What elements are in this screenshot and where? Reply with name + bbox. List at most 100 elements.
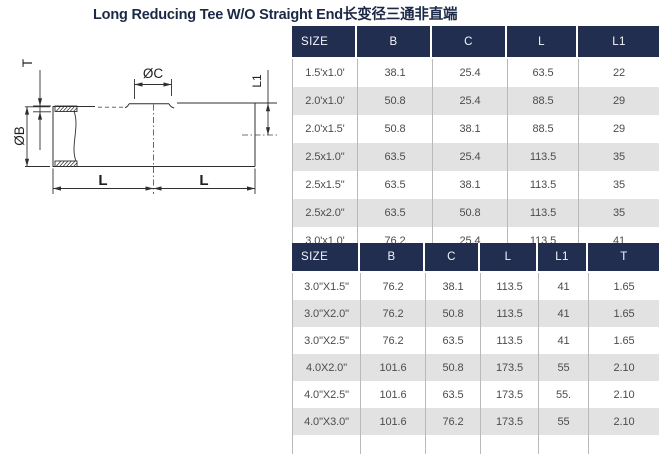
cell-c: 50.8 <box>425 354 480 381</box>
cell-size: 4.0X2.0" <box>292 354 360 381</box>
table-row: 1.5'x1.0' 38.1 25.4 63.5 22 <box>292 59 659 87</box>
table-row: 3.0"X2.5" 76.2 63.5 113.5 41 1.65 <box>292 327 659 354</box>
cell-l1: 22 <box>578 59 659 87</box>
table-row: 2.5x1.5" 63.5 38.1 113.5 35 <box>292 171 659 199</box>
cell-size <box>292 435 360 454</box>
col-header-l: L <box>507 26 578 59</box>
cell-b: 50.8 <box>357 115 432 143</box>
cell-l: 173.5 <box>480 354 538 381</box>
dim-label-l1: L1 <box>250 74 264 88</box>
cell-b: 63.5 <box>357 143 432 171</box>
table-row: 2.0'x1.0' 50.8 25.4 88.5 29 <box>292 87 659 115</box>
cell-size: 1.5'x1.0' <box>292 59 357 87</box>
cell-l <box>480 435 538 454</box>
col-header-c: C <box>425 243 480 273</box>
cell-b: 101.6 <box>360 381 425 408</box>
cell-c: 76.2 <box>425 408 480 435</box>
cell-t: 1.65 <box>588 300 659 327</box>
cell-c: 50.8 <box>425 300 480 327</box>
cell-size: 2.5x1.5" <box>292 171 357 199</box>
dim-label-l-right: L <box>199 172 208 189</box>
centerlines <box>153 104 278 194</box>
cell-l1: 29 <box>578 87 659 115</box>
cell-l1: 35 <box>578 171 659 199</box>
dimension-lines <box>25 70 269 194</box>
cell-size: 2.0'x1.5' <box>292 115 357 143</box>
cell-size: 2.5x2.0" <box>292 199 357 227</box>
cell-size: 3.0"X2.0" <box>292 300 360 327</box>
cell-b: 76.2 <box>360 273 425 300</box>
cell-b: 76.2 <box>360 300 425 327</box>
cell-l: 113.5 <box>480 273 538 300</box>
hatch-lines <box>55 105 78 167</box>
cell-l: 173.5 <box>480 408 538 435</box>
dim-label-t: T <box>20 59 35 67</box>
cell-b: 50.8 <box>357 87 432 115</box>
cell-b: 101.6 <box>360 408 425 435</box>
cell-b <box>360 435 425 454</box>
cell-l: 88.5 <box>507 115 578 143</box>
cell-c: 63.5 <box>425 327 480 354</box>
col-header-size: SIZE <box>292 26 357 59</box>
tube-outline <box>52 102 277 167</box>
cell-c: 50.8 <box>432 199 507 227</box>
dimension-arrows <box>24 82 271 191</box>
cell-c: 25.4 <box>432 59 507 87</box>
cell-size: 3.0"X1.5" <box>292 273 360 300</box>
cell-c: 25.4 <box>432 143 507 171</box>
cell-l1: 29 <box>578 115 659 143</box>
cell-l1: 35 <box>578 199 659 227</box>
cell-l: 113.5 <box>480 327 538 354</box>
table-row: 2.0'x1.5' 50.8 38.1 88.5 29 <box>292 115 659 143</box>
cell-c: 63.5 <box>425 381 480 408</box>
cell-c <box>425 435 480 454</box>
table1-header-row: SIZE B C L L1 <box>292 26 659 59</box>
cell-t: 1.65 <box>588 327 659 354</box>
cell-l: 113.5 <box>507 199 578 227</box>
cell-size: 3.0"X2.5" <box>292 327 360 354</box>
cell-size: 2.0'x1.0' <box>292 87 357 115</box>
cell-t: 2.10 <box>588 381 659 408</box>
cell-t: 2.10 <box>588 408 659 435</box>
cell-l: 173.5 <box>480 381 538 408</box>
cell-l1: 55 <box>538 354 588 381</box>
cell-l: 113.5 <box>480 300 538 327</box>
col-header-size: SIZE <box>292 243 360 273</box>
table-row: 4.0X2.0" 101.6 50.8 173.5 55 2.10 <box>292 354 659 381</box>
table-row: 3.0"X1.5" 76.2 38.1 113.5 41 1.65 <box>292 273 659 300</box>
page-title: Long Reducing Tee W/O Straight End长变径三通非… <box>93 7 458 23</box>
cell-b: 101.6 <box>360 354 425 381</box>
cell-l: 113.5 <box>507 143 578 171</box>
dimensions-table-1: SIZE B C L L1 1.5'x1.0' 38.1 25.4 63.5 2… <box>292 26 659 255</box>
table-row: 4.0"X2.5" 101.6 63.5 173.5 55. 2.10 <box>292 381 659 408</box>
cell-b: 76.2 <box>360 327 425 354</box>
cell-l1: 55 <box>538 408 588 435</box>
table-row-empty <box>292 435 659 454</box>
cell-c: 38.1 <box>432 171 507 199</box>
col-header-c: C <box>432 26 507 59</box>
col-header-t: T <box>588 243 659 273</box>
cell-c: 38.1 <box>432 115 507 143</box>
cell-l: 88.5 <box>507 87 578 115</box>
cell-t: 2.10 <box>588 354 659 381</box>
table2-header-row: SIZE B C L L1 T <box>292 243 659 273</box>
cell-c: 25.4 <box>432 87 507 115</box>
table-row: 3.0"X2.0" 76.2 50.8 113.5 41 1.65 <box>292 300 659 327</box>
cell-b: 63.5 <box>357 199 432 227</box>
col-header-l: L <box>480 243 538 273</box>
cell-l1: 55. <box>538 381 588 408</box>
cell-t <box>588 435 659 454</box>
col-header-l1: L1 <box>578 26 659 59</box>
cell-c: 38.1 <box>425 273 480 300</box>
cell-b: 38.1 <box>357 59 432 87</box>
cell-size: 4.0"X2.5" <box>292 381 360 408</box>
col-header-b: B <box>357 26 432 59</box>
cell-size: 4.0"X3.0" <box>292 408 360 435</box>
cell-l: 113.5 <box>507 171 578 199</box>
col-header-b: B <box>360 243 425 273</box>
cell-l: 63.5 <box>507 59 578 87</box>
cell-l1: 35 <box>578 143 659 171</box>
col-header-l1: L1 <box>538 243 588 273</box>
table-row: 2.5x1.0" 63.5 25.4 113.5 35 <box>292 143 659 171</box>
